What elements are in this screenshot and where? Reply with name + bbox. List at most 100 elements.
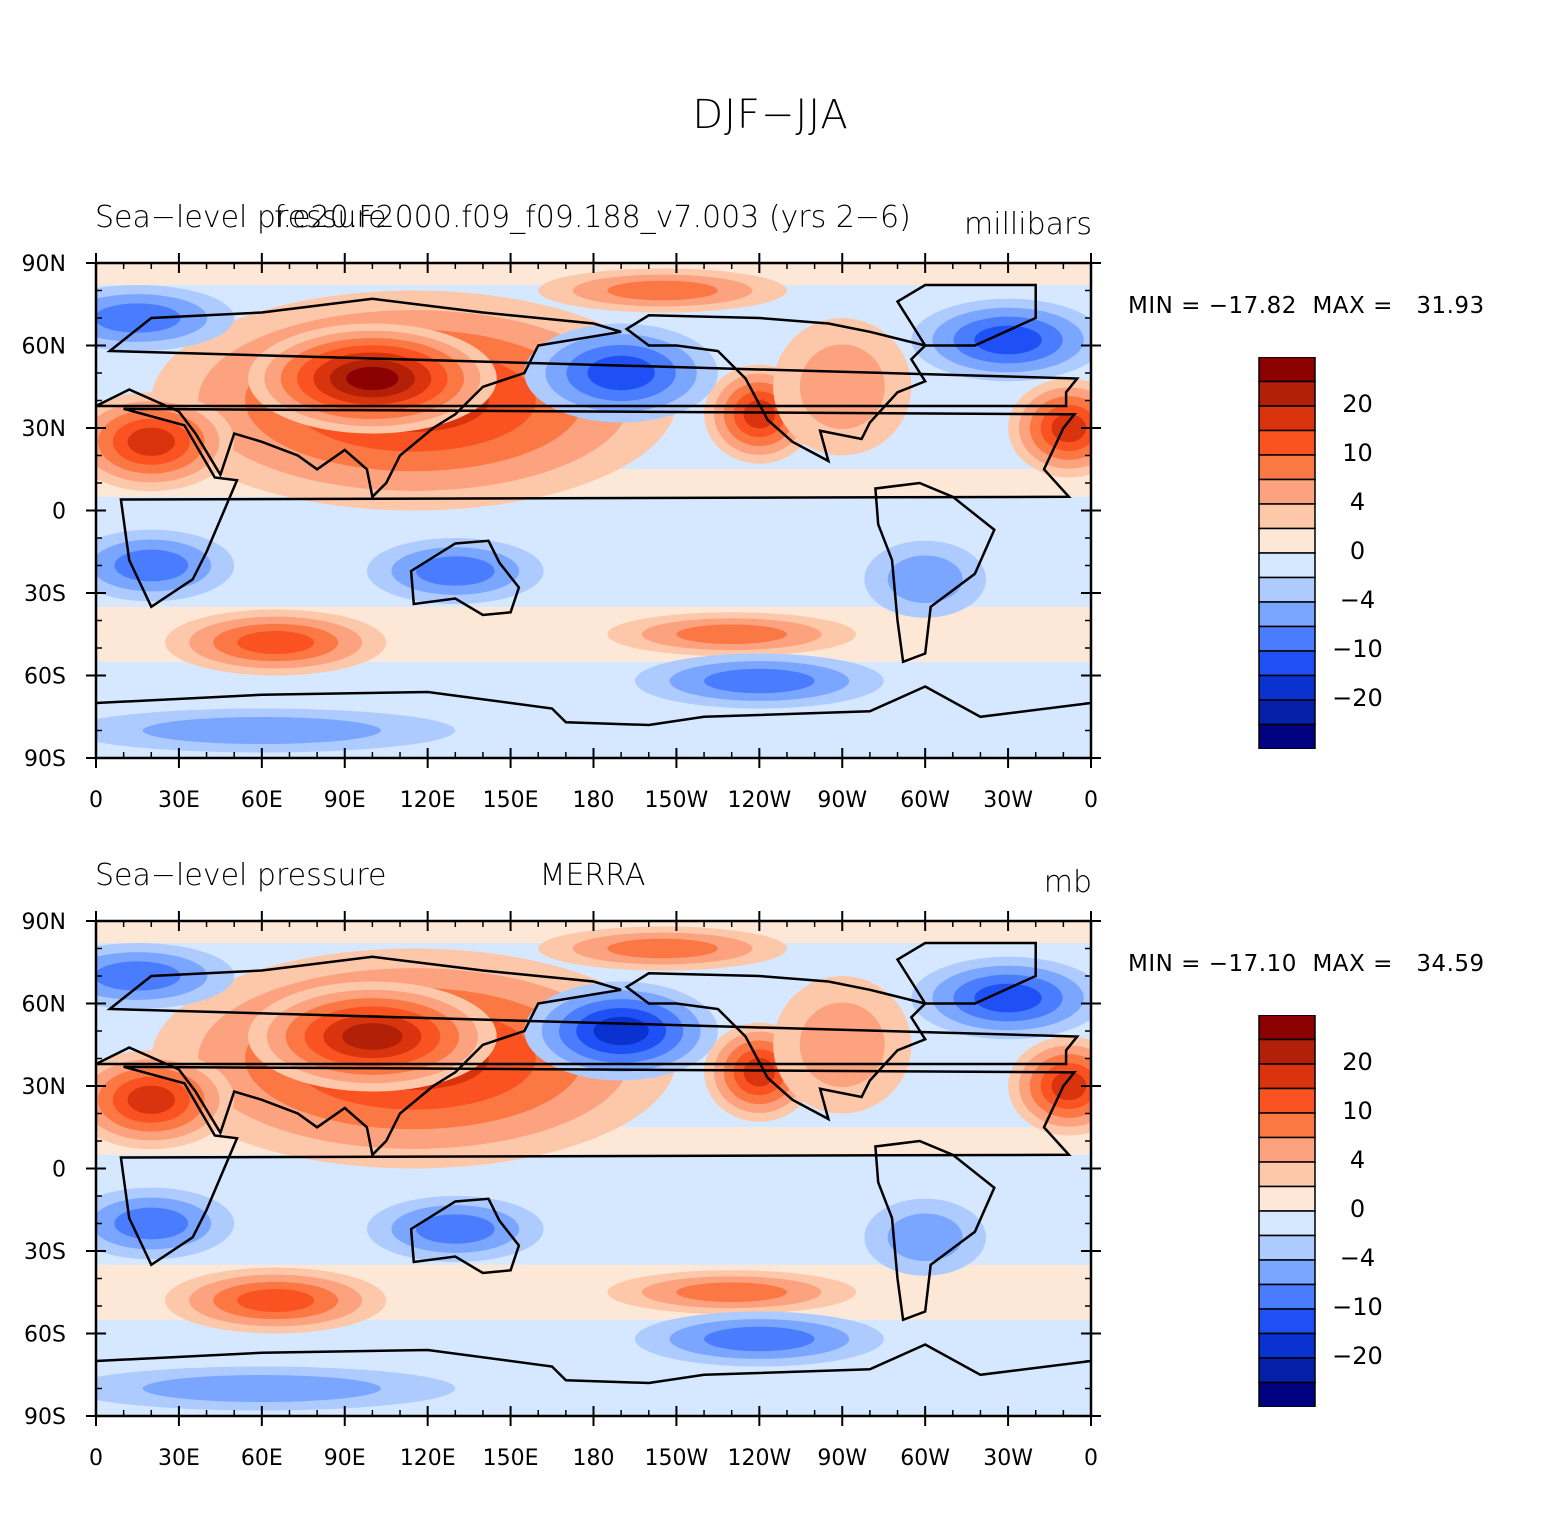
colorbar-swatch xyxy=(1258,1136,1316,1163)
lat-label: 90S xyxy=(24,1405,66,1430)
coastline xyxy=(96,955,1080,1158)
units-label: millibars xyxy=(964,207,1092,242)
colorbar-swatch xyxy=(1258,1210,1316,1237)
coastline xyxy=(119,1065,1078,1267)
lon-label: 60W xyxy=(900,1446,950,1471)
arctic-high-contour-3 xyxy=(607,280,718,301)
colorbar-swatch xyxy=(1258,1283,1316,1310)
case-label: MERRA xyxy=(539,858,646,893)
coastline xyxy=(96,1343,1091,1385)
coastline xyxy=(119,407,1078,609)
colorbar-swatch xyxy=(1258,1087,1316,1114)
colorbar-swatch xyxy=(1258,1185,1316,1212)
lat-label: 60N xyxy=(22,993,66,1018)
lat-label: 90S xyxy=(24,747,66,772)
panel-model: Sea−level pressure f.e20.F2000.f09_f09.1… xyxy=(0,195,1541,855)
colorbar-swatch xyxy=(1258,1015,1316,1041)
lon-label: 180 xyxy=(573,788,615,813)
lon-label: 0 xyxy=(1084,1446,1098,1471)
lon-label: 30W xyxy=(983,788,1033,813)
colorbar-swatch xyxy=(1258,1381,1316,1407)
colorbar-swatch xyxy=(1258,1063,1316,1090)
colorbar-swatch xyxy=(1258,674,1316,701)
siberian-core-contour-7 xyxy=(346,366,399,391)
colorbar-label: 4 xyxy=(1349,1146,1366,1174)
australia-low-contour-3 xyxy=(415,556,495,586)
lon-label: 60E xyxy=(241,1446,283,1471)
amundsen-low-contour-3 xyxy=(704,1326,815,1352)
coastline xyxy=(624,314,928,464)
colorbar-label: 20 xyxy=(1342,1048,1373,1076)
colorbar xyxy=(1258,357,1316,749)
lon-label: 120W xyxy=(727,788,791,813)
coastline xyxy=(409,1197,521,1275)
south-africa-low-contour-3 xyxy=(114,549,189,582)
north-africa-high-contour-5 xyxy=(127,427,175,456)
lon-label: 90E xyxy=(324,1446,366,1471)
colorbar-label: 10 xyxy=(1342,439,1373,467)
variable-label: Sea−level pressure xyxy=(95,200,387,235)
min-max-stats: MIN = −17.82 MAX = 31.93 xyxy=(1128,293,1485,319)
lat-label: 90N xyxy=(22,910,66,935)
colorbar-swatch xyxy=(1258,601,1316,628)
lon-label: 30E xyxy=(158,788,200,813)
coastline xyxy=(96,685,1091,727)
south-pacific-high-contour-3 xyxy=(676,1282,787,1303)
colorbar-swatch xyxy=(1258,357,1316,383)
lat-label: 90N xyxy=(22,252,66,277)
colorbar-swatch xyxy=(1258,1308,1316,1335)
lon-label: 120E xyxy=(400,1446,456,1471)
antarctic-low-contour-2 xyxy=(142,1374,381,1403)
colorbar-swatch xyxy=(1258,699,1316,726)
coastline xyxy=(895,941,1037,1005)
colorbar-label: −4 xyxy=(1339,1244,1376,1272)
colorbar-swatch xyxy=(1258,503,1316,530)
lon-label: 120W xyxy=(727,1446,791,1471)
colorbar-label: 4 xyxy=(1349,488,1366,516)
lon-label: 150E xyxy=(483,788,539,813)
panel-merra: Sea−level pressure MERRA mb 90N 60N 30N 0 30… xyxy=(0,853,1541,1513)
south-pacific-high-contour-3 xyxy=(676,624,787,645)
colorbar-swatch xyxy=(1258,1234,1316,1261)
colorbar-swatch xyxy=(1258,1332,1316,1359)
colorbar-label: 10 xyxy=(1342,1097,1373,1125)
north-africa-high-contour-5 xyxy=(127,1085,175,1114)
colorbar-swatch xyxy=(1258,1259,1316,1286)
nordic-low-contour-3 xyxy=(96,961,181,991)
lat-label: 30S xyxy=(24,1240,66,1265)
colorbar xyxy=(1258,1015,1316,1407)
colorbar-swatch xyxy=(1258,478,1316,505)
lat-label: 0 xyxy=(52,500,66,525)
colorbar-swatch xyxy=(1258,625,1316,652)
lon-label: 0 xyxy=(89,788,103,813)
colorbar-swatch xyxy=(1258,1161,1316,1188)
colorbar-swatch xyxy=(1258,576,1316,603)
nordic-low-contour-3 xyxy=(96,303,181,333)
lat-label: 30N xyxy=(22,1075,66,1100)
coastline xyxy=(624,972,928,1122)
colorbar-swatch xyxy=(1258,723,1316,749)
case-label: f.e20.F2000.f09_f09.188_v7.003 (yrs 2−6) xyxy=(274,200,911,235)
lon-label: 0 xyxy=(1084,788,1098,813)
aleutian-low-contour-4 xyxy=(587,355,655,391)
lon-label: 0 xyxy=(89,1446,103,1471)
lat-label: 60S xyxy=(24,665,66,690)
icelandic-low-contour-4 xyxy=(974,983,1042,1013)
amundsen-low-contour-3 xyxy=(704,668,815,694)
colorbar-swatch xyxy=(1258,405,1316,432)
australia-low-contour-3 xyxy=(415,1214,495,1244)
lon-label: 180 xyxy=(573,1446,615,1471)
lon-label: 90E xyxy=(324,788,366,813)
antarctic-low-contour-2 xyxy=(142,716,381,745)
lon-label: 150E xyxy=(483,1446,539,1471)
colorbar-label: −10 xyxy=(1332,1293,1383,1321)
indian-ocean-high-contour-4 xyxy=(237,1289,315,1312)
colorbar-label: −10 xyxy=(1332,635,1383,663)
icelandic-low-contour-4 xyxy=(974,325,1042,355)
lon-label: 120E xyxy=(400,788,456,813)
map-plot: 90N 60N 30N 0 30S 60S 90S 0 30E 60E 90E 120E 150E 180… xyxy=(22,910,1101,1471)
lat-label: 0 xyxy=(52,1158,66,1183)
coastline xyxy=(409,539,521,617)
lon-label: 90W xyxy=(817,788,867,813)
colorbar-swatch xyxy=(1258,1357,1316,1384)
